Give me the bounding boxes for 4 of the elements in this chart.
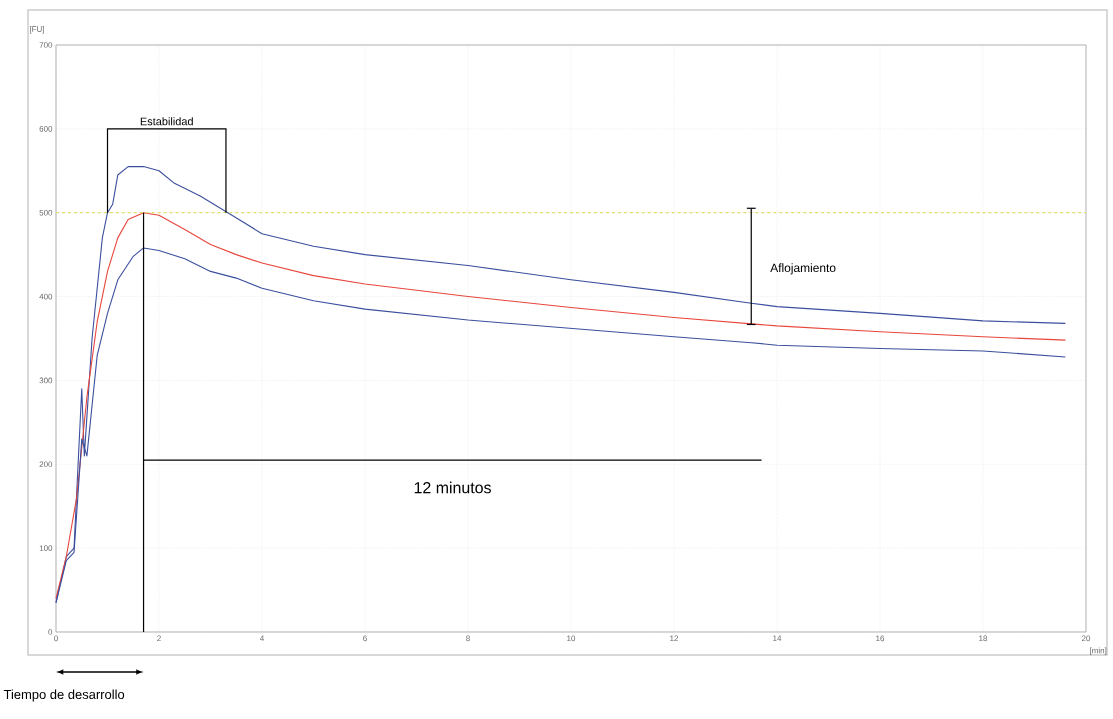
annotation: Aflojamiento bbox=[770, 263, 836, 275]
series-label: 12 minutos bbox=[414, 481, 491, 494]
text: Tiempo de desarrollo bbox=[3, 689, 125, 702]
annotation: Estabilidad bbox=[140, 117, 193, 126]
